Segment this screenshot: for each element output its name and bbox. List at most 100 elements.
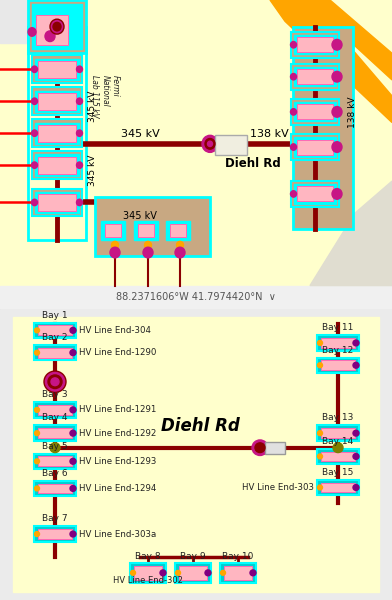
Text: Bay 9: Bay 9	[180, 552, 206, 561]
Bar	[38, 325, 72, 335]
Polygon shape	[270, 0, 392, 122]
Circle shape	[76, 130, 82, 136]
Circle shape	[28, 28, 36, 36]
Text: HV Line End-1294: HV Line End-1294	[79, 484, 156, 493]
Text: 345 kV: 345 kV	[88, 155, 97, 186]
Circle shape	[44, 371, 66, 392]
Circle shape	[202, 136, 218, 152]
Text: 138 kV: 138 kV	[348, 96, 357, 128]
Bar	[321, 338, 355, 348]
Bar	[321, 482, 355, 493]
Bar	[317, 480, 359, 495]
Text: 345 kV: 345 kV	[88, 91, 97, 122]
Circle shape	[51, 378, 59, 386]
Bar	[32, 119, 82, 147]
Bar	[294, 184, 336, 203]
Bar	[38, 457, 72, 466]
Circle shape	[110, 247, 120, 258]
Text: HV Line End-1292: HV Line End-1292	[79, 428, 156, 437]
Circle shape	[175, 247, 185, 258]
Circle shape	[318, 454, 323, 459]
Text: Bay 12: Bay 12	[322, 346, 354, 355]
Bar	[321, 428, 355, 438]
Circle shape	[31, 130, 38, 136]
Circle shape	[70, 328, 76, 333]
Bar	[35, 59, 79, 80]
Text: Bay 7: Bay 7	[42, 514, 68, 523]
Text: HV Line End-1293: HV Line End-1293	[79, 457, 156, 466]
Circle shape	[318, 431, 323, 436]
Bar	[321, 361, 355, 370]
Text: Diehl Rd: Diehl Rd	[225, 157, 281, 170]
Text: Bay 14: Bay 14	[322, 437, 354, 446]
Bar	[0, 286, 392, 309]
Bar	[291, 134, 339, 160]
Text: Bay 13: Bay 13	[322, 413, 354, 422]
Bar	[35, 122, 79, 144]
Text: 138 kV: 138 kV	[250, 128, 289, 139]
Circle shape	[34, 459, 40, 464]
Bar	[35, 91, 79, 112]
Text: HV Line End-1290: HV Line End-1290	[79, 348, 156, 357]
Bar	[95, 197, 210, 256]
Circle shape	[205, 139, 215, 149]
Text: Bay 11: Bay 11	[322, 323, 354, 332]
Circle shape	[76, 162, 82, 169]
Circle shape	[70, 350, 76, 356]
Bar	[36, 15, 68, 45]
Text: Bay 15: Bay 15	[322, 468, 354, 477]
Circle shape	[70, 485, 76, 491]
Circle shape	[31, 162, 38, 169]
Circle shape	[207, 141, 212, 146]
Text: Bay 1: Bay 1	[42, 311, 68, 320]
Bar	[32, 188, 82, 216]
Bar	[294, 35, 336, 55]
Circle shape	[332, 71, 342, 82]
Circle shape	[45, 31, 55, 41]
Circle shape	[353, 454, 359, 460]
Circle shape	[353, 485, 359, 490]
Bar	[32, 4, 82, 49]
Bar	[317, 449, 359, 464]
Bar	[166, 221, 190, 240]
Bar	[293, 26, 353, 229]
Circle shape	[332, 188, 342, 199]
Bar	[317, 425, 359, 441]
Text: HV Line End-304: HV Line End-304	[79, 326, 151, 335]
Circle shape	[111, 241, 118, 249]
Text: Bay 10: Bay 10	[222, 552, 254, 561]
Text: HV Line End-303a: HV Line End-303a	[79, 530, 156, 539]
Bar	[134, 221, 158, 240]
Circle shape	[333, 443, 343, 452]
Bar	[291, 99, 339, 125]
Bar	[34, 402, 76, 418]
Bar	[291, 181, 339, 207]
Bar	[291, 64, 339, 89]
Circle shape	[205, 570, 211, 576]
Bar	[34, 425, 76, 441]
Bar	[297, 104, 333, 119]
Bar	[179, 566, 207, 580]
Bar	[35, 192, 79, 213]
Bar	[38, 194, 76, 211]
Bar	[297, 37, 333, 52]
Text: Diehl Rd: Diehl Rd	[161, 417, 240, 435]
Bar	[175, 563, 211, 583]
Bar	[321, 452, 355, 461]
Circle shape	[50, 19, 64, 34]
Circle shape	[332, 40, 342, 50]
Circle shape	[318, 363, 323, 368]
Text: Fermi
National
Lab 115 kV: Fermi National Lab 115 kV	[90, 74, 120, 117]
Bar	[170, 224, 186, 236]
Circle shape	[318, 485, 323, 490]
Circle shape	[31, 98, 38, 104]
Circle shape	[34, 407, 40, 412]
Bar	[32, 55, 82, 83]
Bar	[224, 566, 252, 580]
Bar	[32, 88, 82, 115]
Polygon shape	[305, 0, 392, 80]
Bar	[38, 529, 72, 539]
Circle shape	[176, 241, 183, 249]
Text: Bay 2: Bay 2	[42, 333, 68, 342]
Circle shape	[353, 340, 359, 346]
